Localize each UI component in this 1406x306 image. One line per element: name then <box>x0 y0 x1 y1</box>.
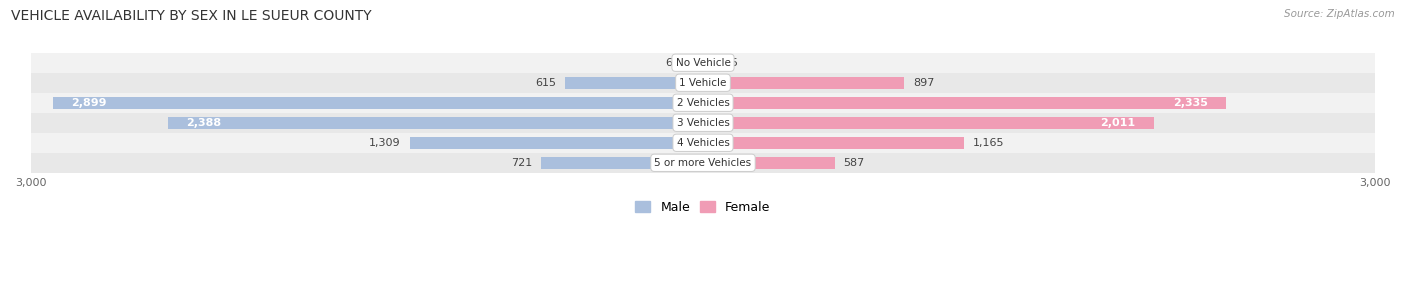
Text: VEHICLE AVAILABILITY BY SEX IN LE SUEUR COUNTY: VEHICLE AVAILABILITY BY SEX IN LE SUEUR … <box>11 9 371 23</box>
Text: 64: 64 <box>665 58 679 68</box>
Bar <box>689 57 703 69</box>
Bar <box>53 97 703 109</box>
Text: 1 Vehicle: 1 Vehicle <box>679 78 727 88</box>
Bar <box>31 133 1375 153</box>
Text: 2 Vehicles: 2 Vehicles <box>676 98 730 108</box>
Bar <box>703 117 1154 129</box>
Bar <box>703 97 1226 109</box>
Text: 721: 721 <box>512 158 533 168</box>
Bar <box>703 57 716 69</box>
Text: No Vehicle: No Vehicle <box>675 58 731 68</box>
Text: 1,309: 1,309 <box>370 138 401 148</box>
Text: 2,335: 2,335 <box>1174 98 1208 108</box>
Text: 615: 615 <box>536 78 557 88</box>
Bar <box>703 136 965 149</box>
Bar <box>31 113 1375 133</box>
Text: 5 or more Vehicles: 5 or more Vehicles <box>654 158 752 168</box>
Text: 897: 897 <box>912 78 935 88</box>
Bar <box>703 76 904 89</box>
Text: 2,899: 2,899 <box>72 98 107 108</box>
Bar <box>31 153 1375 173</box>
Text: 587: 587 <box>844 158 865 168</box>
Text: 4 Vehicles: 4 Vehicles <box>676 138 730 148</box>
Text: 3 Vehicles: 3 Vehicles <box>676 118 730 128</box>
Text: Source: ZipAtlas.com: Source: ZipAtlas.com <box>1284 9 1395 19</box>
Text: 1,165: 1,165 <box>973 138 1004 148</box>
Text: 2,011: 2,011 <box>1101 118 1136 128</box>
Bar <box>409 136 703 149</box>
Bar <box>565 76 703 89</box>
Bar <box>31 53 1375 73</box>
Bar <box>31 73 1375 93</box>
Text: 55: 55 <box>724 58 738 68</box>
Legend: Male, Female: Male, Female <box>630 196 776 219</box>
Text: 2,388: 2,388 <box>186 118 221 128</box>
Bar <box>541 157 703 169</box>
Bar <box>703 157 835 169</box>
Bar <box>31 93 1375 113</box>
Bar <box>167 117 703 129</box>
